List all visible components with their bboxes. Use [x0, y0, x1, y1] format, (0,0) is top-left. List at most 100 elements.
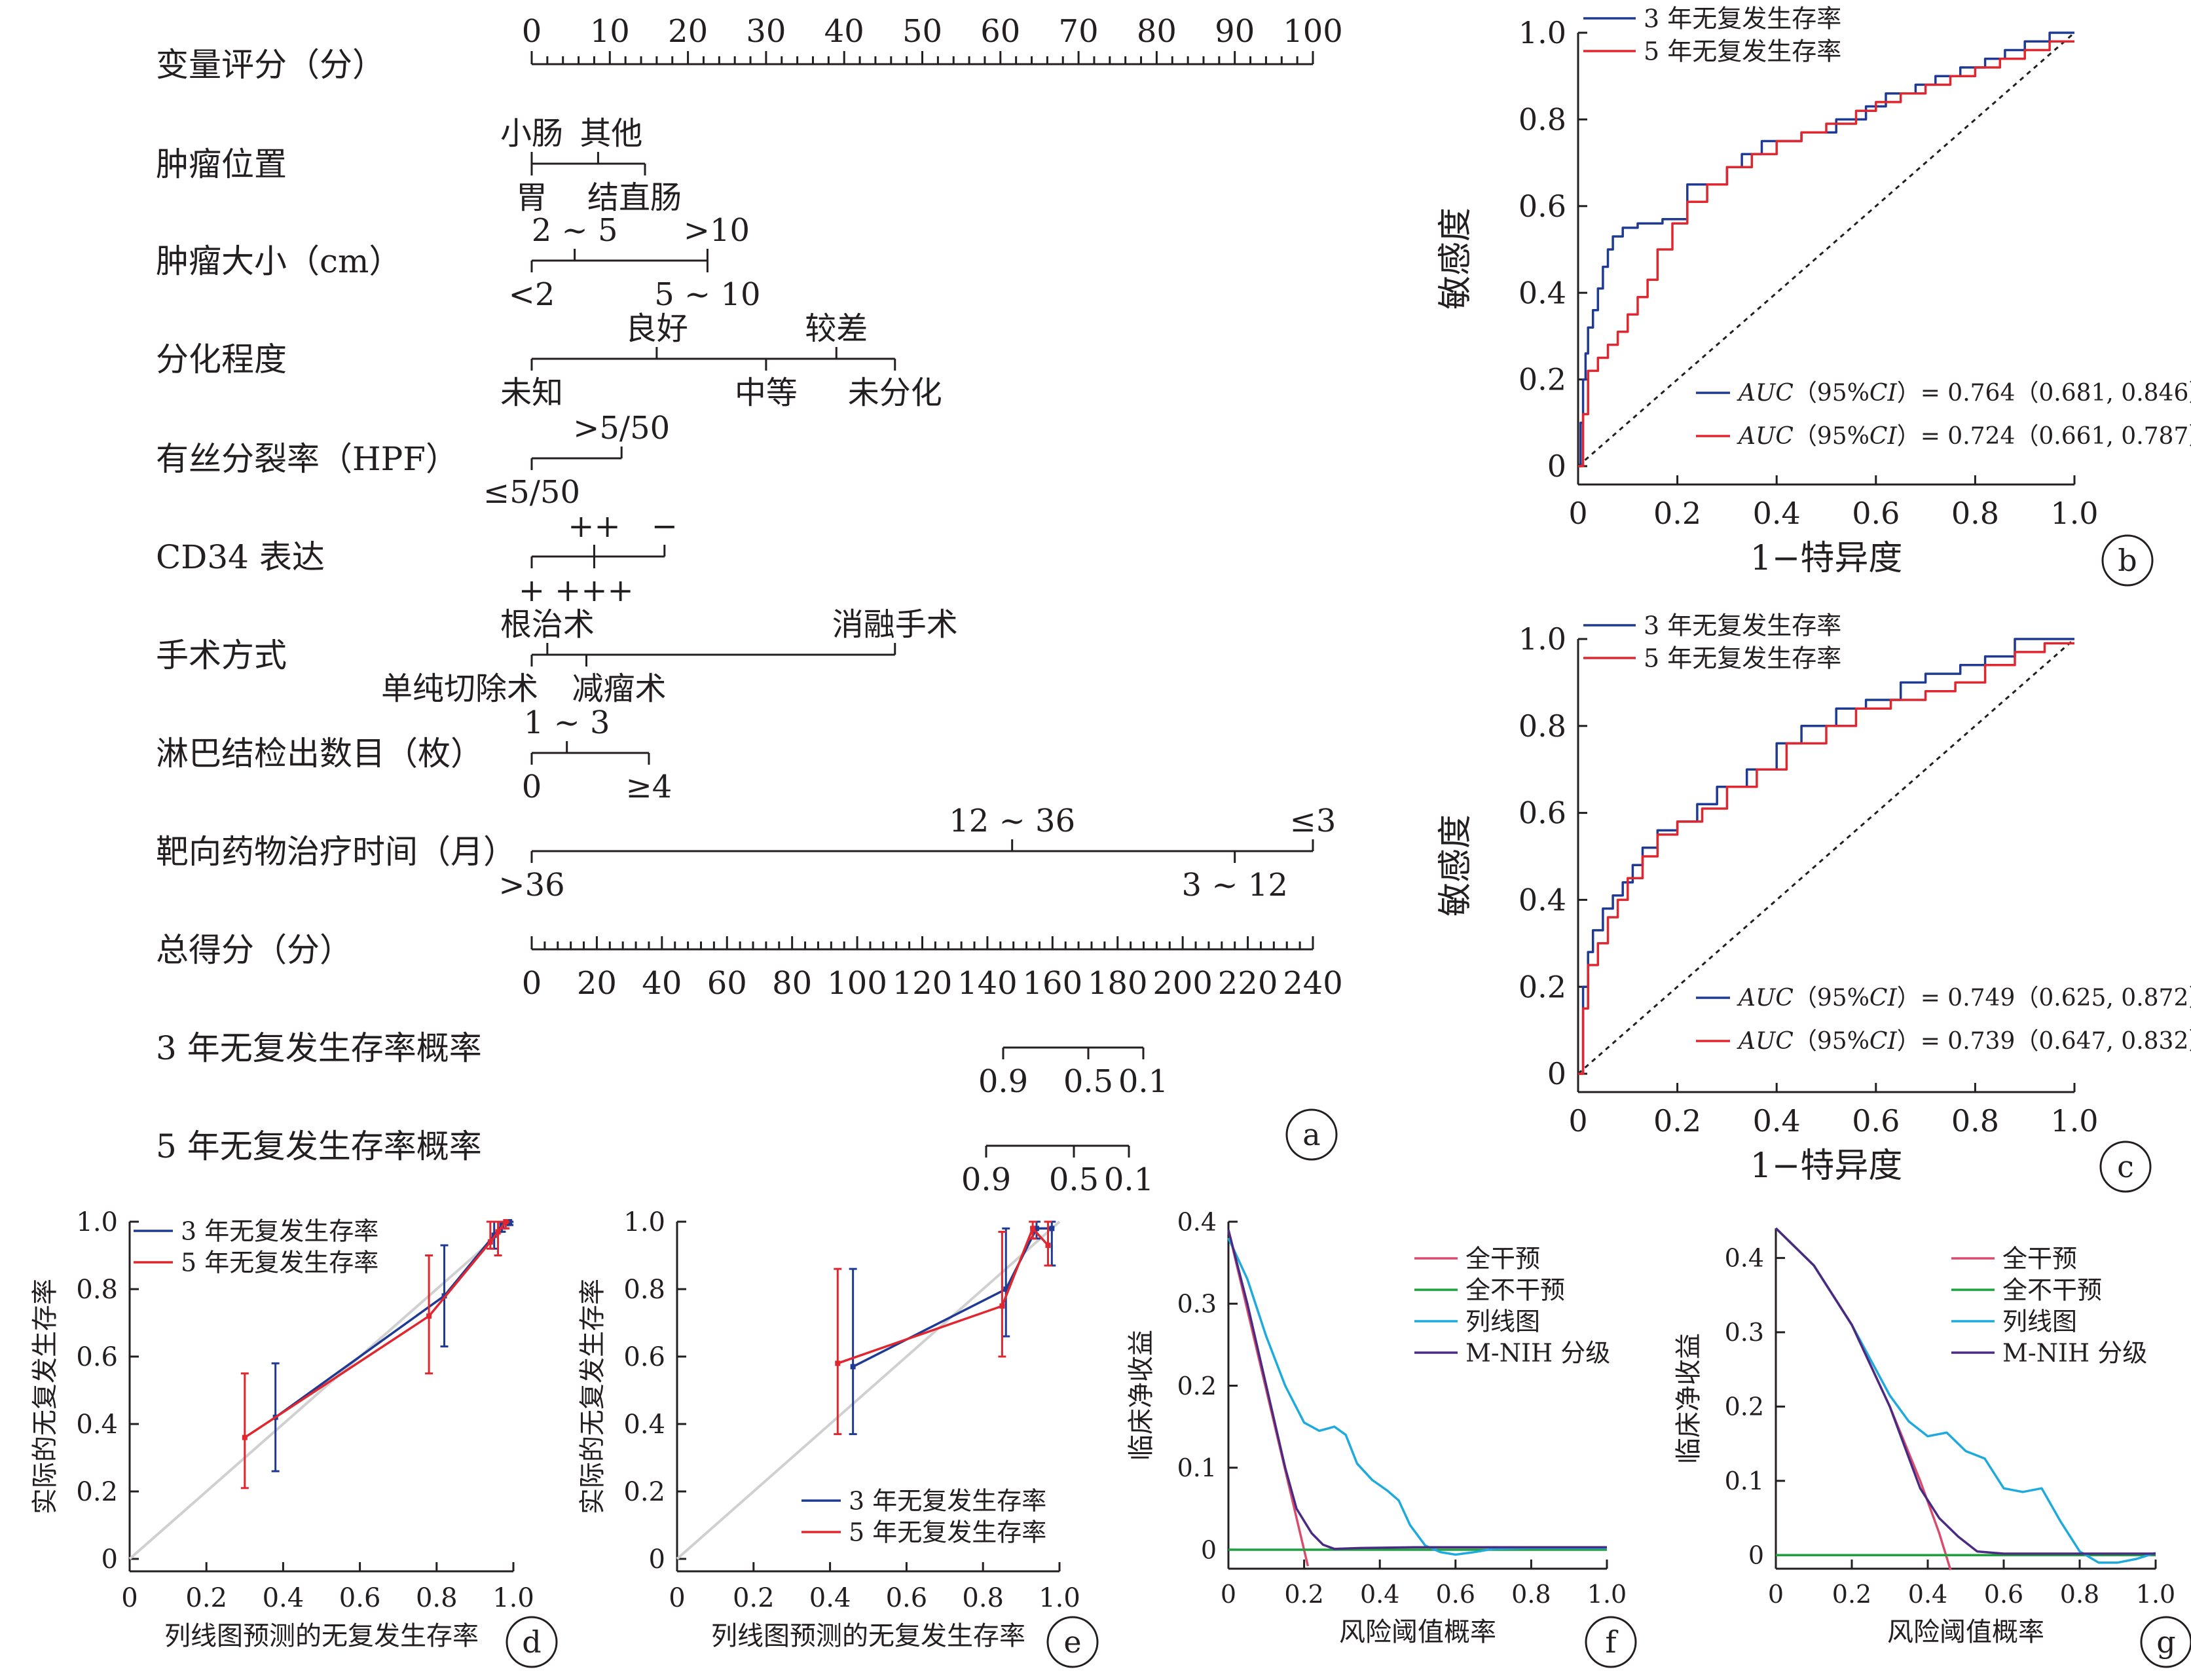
points-tick-label: 40 [824, 13, 864, 50]
legend-entry: 全干预 [2002, 1245, 2077, 1273]
points-tick-label: 100 [1283, 13, 1343, 50]
chart-panel-b: 0 0.2 0.4 0.6 0.8 1.0 0 0.2 0.4 0.6 0.8 1.0 1−特异度 敏感度… [1436, 5, 2191, 578]
auc-annotation-part: ）= 0.764（0.681, 0.846） [1897, 380, 2191, 407]
x-tick-label: 0.2 [733, 1583, 775, 1613]
panel-label-circle-a [1285, 1108, 1338, 1161]
panel-label-a: a [1302, 1117, 1320, 1152]
points-tick-label: 30 [746, 13, 786, 50]
ideal-reference-line [128, 1220, 515, 1560]
panel-label-circle-b [2101, 534, 2154, 587]
y-tick-label: 0 [1547, 1056, 1566, 1091]
auc-annotation-part: CI [1869, 423, 1898, 450]
nomogram-level-label: 未知 [500, 374, 563, 411]
y-tick-label: 0.4 [623, 1410, 665, 1440]
auc-annotation-part: （95% [1794, 423, 1869, 450]
calibration-point [850, 1364, 856, 1370]
nomogram-level-label: 0 [522, 769, 542, 805]
y-tick-label: 0.1 [1177, 1453, 1217, 1482]
panel-label-circle-e [1046, 1616, 1099, 1668]
calibration-point [1049, 1226, 1055, 1232]
calibration-point [1003, 1287, 1009, 1292]
auc-annotation-part: AUC [1737, 380, 1794, 407]
calibration-point [999, 1303, 1005, 1309]
chart-panel-c: 0 0.2 0.4 0.6 0.8 1.0 0 0.2 0.4 0.6 0.8 1.0 1−特异度 敏感度… [1436, 612, 2191, 1186]
x-tick-label: 0.6 [1852, 1103, 1900, 1139]
y-tick-label: 0.2 [76, 1477, 118, 1507]
x-tick-label: 0.6 [1852, 496, 1900, 531]
nomogram-level-label: ++ [568, 508, 620, 545]
x-tick-label: 0.8 [1511, 1580, 1551, 1609]
x-tick-label: 0.8 [1951, 1103, 1999, 1139]
y-tick-label: 0.2 [1177, 1372, 1217, 1400]
legend-entry: 5 年无复发生存率 [849, 1518, 1046, 1547]
nomogram-row-label: 3 年无复发生存率概率 [156, 1029, 482, 1067]
nomogram-level-label: 较差 [805, 310, 868, 347]
total-points-tick-label: 100 [827, 965, 887, 1002]
x-tick-label: 0.2 [1653, 1103, 1701, 1139]
legend-entry: 全不干预 [2002, 1276, 2102, 1305]
x-tick-label: 0.2 [185, 1583, 227, 1613]
probability-tick-label: 0.5 [1063, 1063, 1113, 1100]
y-tick-label: 0.8 [623, 1275, 665, 1305]
calibration-curve [852, 1227, 1052, 1368]
y-tick-label: 0 [101, 1544, 118, 1575]
y-tick-label: 0.8 [1519, 102, 1566, 137]
auc-annotation-part: AUC [1737, 1028, 1794, 1055]
nomogram-row-label: 变量评分（分） [156, 46, 385, 84]
auc-annotation: AUC（95%CI）= 0.724（0.661, 0.787） [1737, 423, 2191, 450]
total-points-tick-label: 20 [577, 965, 617, 1002]
y-tick-label: 1.0 [76, 1207, 118, 1237]
nomogram-level-label: >10 [684, 212, 750, 249]
net-benefit-curve [1227, 1230, 1607, 1550]
nomogram-level-label: 胃 [516, 179, 547, 216]
auc-annotation-part: CI [1869, 1028, 1898, 1055]
calibration-point [426, 1313, 432, 1319]
nomogram-level-label: 未分化 [848, 374, 942, 411]
chart-panel-e: 0 0.2 0.4 0.6 0.8 1.0 0 0.2 0.4 0.6 0.8 1.0 列线图预测的无复… [578, 1207, 1080, 1651]
x-axis-label: 1−特异度 [1750, 1146, 1903, 1186]
nomogram-row-label: 靶向药物治疗时间（月） [156, 833, 516, 871]
probability-tick-label: 0.9 [961, 1161, 1011, 1198]
nomogram-level-label: 结直肠 [587, 179, 682, 216]
legend-entry: M-NIH 分级 [2002, 1339, 2147, 1368]
nomogram-row-label: 肿瘤大小（cm） [156, 242, 401, 280]
x-axis-label: 风险阈值概率 [1339, 1617, 1496, 1647]
nomogram-row-label: 手术方式 [156, 636, 287, 674]
total-points-tick-label: 140 [957, 965, 1018, 1002]
chart-panel-d: 0 0.2 0.4 0.6 0.8 1.0 0 0.2 0.4 0.6 0.8 1.0 列线图预测的无复… [30, 1207, 534, 1651]
nomogram-level-label: 其他 [580, 115, 642, 152]
auc-annotation-part: （95% [1794, 380, 1869, 407]
points-tick-label: 80 [1137, 13, 1177, 50]
y-tick-label: 0.4 [1519, 883, 1566, 918]
x-tick-label: 0.8 [416, 1583, 458, 1613]
y-tick-label: 0.6 [76, 1342, 118, 1372]
legend-entry: 3 年无复发生存率 [181, 1217, 378, 1246]
x-tick-label: 0 [1221, 1580, 1236, 1609]
y-tick-label: 0 [1748, 1541, 1764, 1570]
points-tick-label: 60 [980, 13, 1020, 50]
calibration-point [242, 1434, 248, 1440]
y-tick-label: 0.3 [1177, 1290, 1217, 1319]
x-tick-label: 0 [669, 1583, 685, 1613]
legend-entry: 3 年无复发生存率 [1644, 612, 1841, 640]
nomogram-row-label: 分化程度 [156, 340, 287, 378]
panel-label-circle-g [2140, 1616, 2191, 1668]
nomogram-level-label: 3 ~ 12 [1182, 867, 1288, 904]
y-axis-label: 敏感度 [1436, 208, 1475, 310]
probability-tick-label: 0.9 [978, 1063, 1028, 1100]
calibration-curve [837, 1227, 1049, 1364]
nomogram-level-label: 根治术 [500, 606, 595, 643]
x-tick-label: 0.4 [1753, 496, 1801, 531]
panel-label-b: b [2118, 543, 2137, 578]
x-tick-label: 0.2 [1284, 1580, 1323, 1609]
y-tick-label: 0.4 [1177, 1207, 1217, 1236]
panel-label-circle-c [2099, 1141, 2152, 1193]
roc-curve [1578, 638, 2074, 1075]
nomogram-row-label: 有丝分裂率（HPF） [156, 440, 458, 478]
x-tick-label: 0.4 [1753, 1103, 1801, 1139]
auc-annotation-part: （95% [1794, 985, 1869, 1012]
roc-curve [1578, 40, 2074, 467]
x-tick-label: 0.6 [886, 1583, 928, 1613]
auc-annotation-part: AUC [1737, 423, 1794, 450]
